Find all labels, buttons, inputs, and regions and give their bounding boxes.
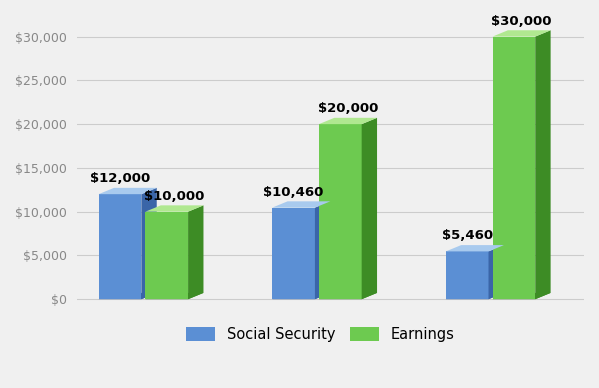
Polygon shape (362, 118, 377, 299)
Text: $12,000: $12,000 (90, 172, 150, 185)
Polygon shape (446, 245, 504, 251)
Polygon shape (492, 293, 550, 299)
Polygon shape (315, 201, 330, 299)
Bar (146, 212, 188, 299)
Polygon shape (446, 293, 504, 299)
Bar (319, 124, 362, 299)
Polygon shape (319, 293, 377, 299)
Text: $10,460: $10,460 (264, 186, 323, 199)
Text: $5,460: $5,460 (441, 229, 493, 242)
Polygon shape (188, 205, 204, 299)
Polygon shape (272, 201, 330, 208)
Polygon shape (146, 293, 204, 299)
Polygon shape (272, 293, 330, 299)
Text: $20,000: $20,000 (318, 102, 378, 115)
Polygon shape (141, 188, 157, 299)
Bar (99, 194, 141, 299)
Polygon shape (536, 30, 550, 299)
Polygon shape (99, 188, 157, 194)
Polygon shape (146, 205, 204, 212)
Text: $10,000: $10,000 (144, 190, 205, 203)
Polygon shape (492, 30, 550, 36)
Polygon shape (99, 293, 157, 299)
Polygon shape (319, 118, 377, 124)
Bar (492, 36, 536, 299)
Legend: Social Security, Earnings: Social Security, Earnings (180, 320, 460, 348)
Polygon shape (489, 245, 504, 299)
Bar (446, 251, 489, 299)
Bar (272, 208, 315, 299)
Text: $30,000: $30,000 (491, 15, 552, 28)
